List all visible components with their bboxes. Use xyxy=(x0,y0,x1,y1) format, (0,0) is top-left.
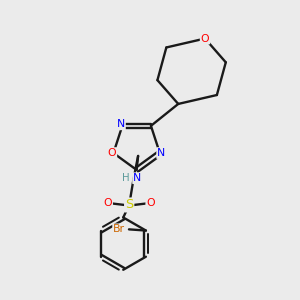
Text: N: N xyxy=(157,148,165,158)
Text: O: O xyxy=(108,148,116,158)
Text: S: S xyxy=(125,199,133,212)
Text: N: N xyxy=(133,173,141,183)
Text: Br: Br xyxy=(113,224,125,234)
Text: N: N xyxy=(117,119,125,129)
Text: O: O xyxy=(201,34,209,44)
Text: O: O xyxy=(146,199,155,208)
Text: O: O xyxy=(103,199,112,208)
Text: H: H xyxy=(122,172,129,183)
